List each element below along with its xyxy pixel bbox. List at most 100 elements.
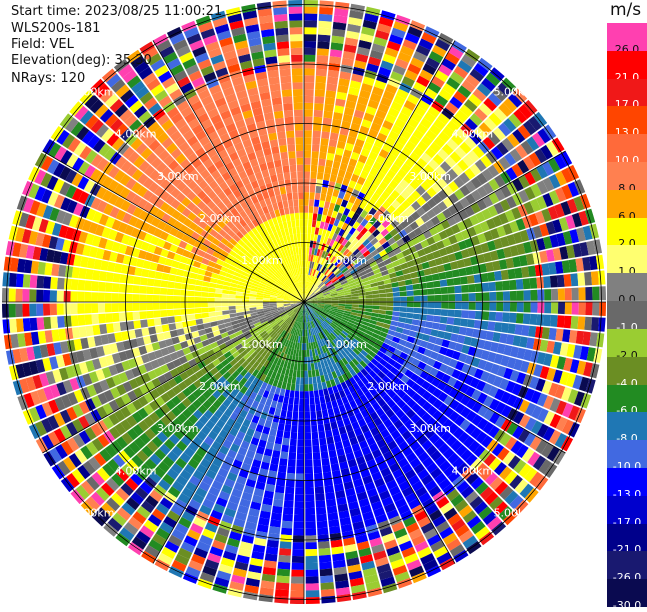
velocity-gate: [432, 322, 440, 329]
velocity-gate: [378, 285, 385, 290]
velocity-gate: [489, 302, 496, 311]
velocity-gate: [290, 590, 304, 597]
velocity-gate: [598, 270, 606, 284]
velocity-gate: [50, 317, 58, 329]
velocity-gate: [487, 272, 495, 282]
velocity-gate: [328, 181, 335, 189]
velocity-gate: [448, 310, 455, 317]
velocity-gate: [496, 302, 503, 311]
velocity-gate: [528, 266, 536, 277]
velocity-gate: [299, 350, 302, 357]
velocity-gate: [310, 405, 316, 412]
velocity-gate: [380, 298, 387, 302]
velocity-gate: [202, 318, 210, 324]
velocity-gate: [112, 303, 119, 312]
velocity-gate: [452, 269, 460, 277]
velocity-gate: [98, 303, 105, 313]
velocity-gate: [91, 292, 98, 302]
velocity-gate: [535, 264, 543, 276]
velocity-gate: [119, 284, 127, 293]
velocity-gate: [462, 302, 469, 310]
velocity-gate: [70, 291, 77, 302]
velocity-gate: [15, 289, 22, 302]
velocity-gate: [203, 323, 211, 329]
velocity-gate: [399, 312, 406, 317]
velocity-gate: [398, 281, 406, 287]
velocity-gate: [256, 302, 263, 304]
velocity-gate: [495, 312, 503, 322]
velocity-gate: [460, 319, 468, 327]
velocity-gate: [222, 306, 229, 310]
velocity-gate: [359, 299, 366, 302]
velocity-gate: [191, 267, 199, 274]
velocity-gate: [306, 556, 318, 563]
velocity-gate: [105, 293, 112, 302]
velocity-gate: [455, 294, 462, 301]
velocity-gate: [320, 575, 333, 583]
velocity-gate: [222, 310, 229, 315]
velocity-gate: [325, 195, 331, 203]
velocity-gate: [187, 308, 194, 314]
velocity-gate: [317, 521, 328, 529]
velocity-gate: [176, 269, 184, 276]
velocity-gate: [84, 292, 91, 302]
velocity-gate: [314, 200, 319, 207]
velocity-gate: [418, 320, 426, 327]
velocity-gate: [292, 549, 304, 556]
velocity-gate: [202, 281, 210, 287]
velocity-gate: [77, 292, 84, 303]
velocity-gate: [391, 282, 399, 288]
velocity-gate: [307, 233, 311, 240]
velocity-gate: [50, 304, 57, 316]
velocity-gate: [591, 317, 599, 331]
velocity-gate: [291, 583, 304, 590]
velocity-gate: [37, 317, 45, 330]
velocity-gate: [397, 322, 405, 328]
velocity-gate: [327, 443, 335, 451]
velocity-gate: [289, 446, 296, 453]
velocity-gate: [572, 288, 579, 301]
velocity-gate: [372, 294, 379, 298]
velocity-gate: [201, 297, 208, 302]
velocity-gate: [269, 526, 280, 534]
velocity-gate: [404, 274, 412, 280]
velocity-gate: [305, 378, 309, 385]
velocity-gate: [331, 300, 338, 302]
velocity-gate: [482, 311, 490, 320]
velocity-gate: [591, 271, 599, 285]
velocity-gate: [378, 314, 385, 319]
velocity-gate: [194, 308, 201, 314]
velocity-gate: [235, 302, 242, 305]
velocity-gate: [373, 298, 380, 302]
velocity-gate: [330, 49, 342, 57]
velocity-gate: [209, 283, 217, 288]
velocity-gate: [228, 299, 235, 303]
velocity-gate: [409, 266, 417, 273]
velocity-gate: [305, 467, 313, 474]
velocity-gate: [329, 139, 338, 147]
velocity-gate: [170, 267, 178, 275]
velocity-gate: [295, 480, 304, 487]
velocity-gate: [167, 289, 174, 296]
velocity-gate: [275, 589, 289, 597]
velocity-gate: [274, 492, 284, 500]
velocity-gate: [441, 294, 448, 301]
velocity-gate: [197, 324, 205, 330]
velocity-gate: [453, 318, 461, 326]
velocity-gate: [386, 311, 393, 316]
velocity-gate: [311, 165, 318, 172]
velocity-gate: [306, 549, 318, 556]
velocity-gate: [181, 290, 188, 296]
velocity-gate: [385, 288, 392, 293]
velocity-gate: [57, 304, 64, 315]
velocity-gate: [304, 171, 310, 178]
velocity-gate: [57, 278, 65, 290]
velocity-gate: [215, 298, 222, 302]
velocity-gate: [329, 450, 337, 458]
velocity-gate: [510, 291, 517, 301]
velocity-gate: [448, 302, 455, 309]
velocity-gate: [372, 290, 379, 294]
velocity-gate: [197, 274, 205, 280]
velocity-gate: [293, 529, 304, 536]
velocity-gate: [120, 274, 128, 283]
